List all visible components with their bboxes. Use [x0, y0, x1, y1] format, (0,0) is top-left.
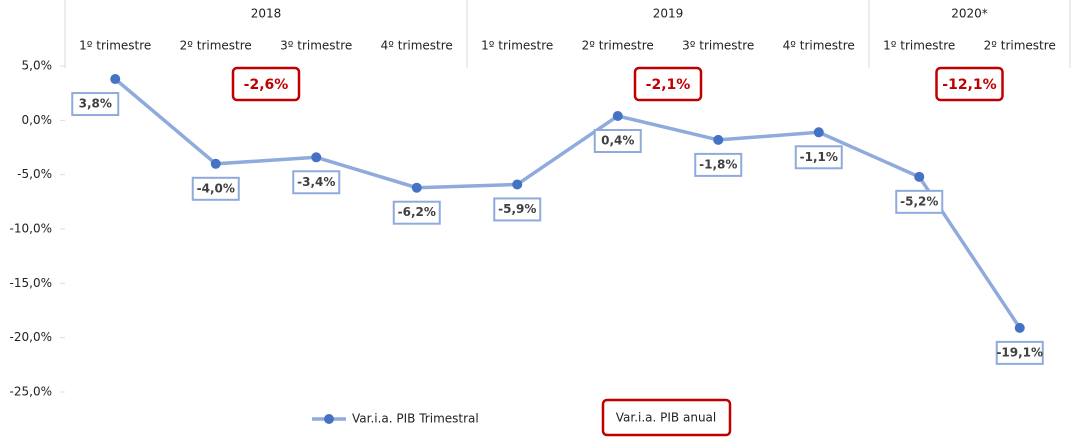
- x-tick-label: 2º trimestre: [984, 39, 1056, 53]
- value-label: 0,4%: [601, 133, 634, 147]
- y-tick-label: 0,0%: [22, 113, 53, 127]
- value-box: [493, 197, 542, 222]
- value-box: [71, 92, 120, 117]
- value-box: [694, 152, 743, 177]
- series-line: [114, 77, 1022, 329]
- point: [813, 127, 824, 138]
- point: [311, 152, 322, 163]
- annual-box: [231, 66, 301, 102]
- value-box: [292, 170, 341, 195]
- value-box: [895, 189, 944, 214]
- annual-label: -12,1%: [942, 77, 996, 93]
- point: [210, 158, 221, 169]
- value-label: -4,0%: [197, 181, 235, 195]
- value-label: -3,4%: [297, 175, 335, 189]
- annual-label: -2,6%: [244, 77, 289, 93]
- y-tick-label: -25,0%: [10, 385, 52, 399]
- value-label: 3,8%: [79, 97, 112, 111]
- point: [713, 134, 724, 145]
- value-label: -5,2%: [900, 194, 938, 208]
- year-label: 2019: [653, 7, 684, 21]
- value-label: -19,1%: [996, 345, 1043, 359]
- x-tick-label: 2º trimestre: [582, 39, 654, 53]
- annual-label: -2,1%: [646, 77, 691, 93]
- value-label: -5,9%: [498, 202, 536, 216]
- point: [512, 179, 523, 190]
- point: [411, 182, 422, 193]
- value-box: [392, 200, 441, 225]
- legend-label: Var.i.a. PIB anual: [616, 411, 716, 425]
- y-tick-label: -15,0%: [10, 276, 52, 290]
- x-tick-label: 1º trimestre: [79, 39, 151, 53]
- x-tick-label: 2º trimestre: [180, 39, 252, 53]
- value-box: [995, 340, 1044, 365]
- value-label: -1,8%: [699, 157, 737, 171]
- x-tick-label: 3º trimestre: [682, 39, 754, 53]
- point: [612, 110, 623, 121]
- legend-annual-box: [601, 398, 732, 437]
- value-box: [191, 176, 240, 201]
- value-label: -1,1%: [800, 150, 838, 164]
- legend-marker: [324, 414, 334, 424]
- x-tick-label: 3º trimestre: [280, 39, 352, 53]
- value-box: [593, 128, 642, 153]
- y-tick-label: 5,0%: [22, 59, 53, 73]
- point: [914, 171, 925, 182]
- x-tick-label: 1º trimestre: [883, 39, 955, 53]
- x-tick-label: 4º trimestre: [381, 39, 453, 53]
- annual-box: [633, 66, 703, 102]
- point: [110, 74, 121, 85]
- x-tick-label: 1º trimestre: [481, 39, 553, 53]
- y-tick-label: -20,0%: [10, 330, 52, 344]
- year-label: 2018: [251, 7, 282, 21]
- legend-label: Var.i.a. PIB Trimestral: [352, 412, 479, 426]
- value-label: -6,2%: [398, 205, 436, 219]
- year-label: 2020*: [951, 7, 988, 21]
- y-tick-label: -10,0%: [10, 222, 52, 236]
- point: [1014, 322, 1025, 333]
- x-tick-label: 4º trimestre: [783, 39, 855, 53]
- y-tick-label: -5,0%: [17, 167, 52, 181]
- value-box: [794, 145, 843, 170]
- annual-box: [935, 66, 1004, 102]
